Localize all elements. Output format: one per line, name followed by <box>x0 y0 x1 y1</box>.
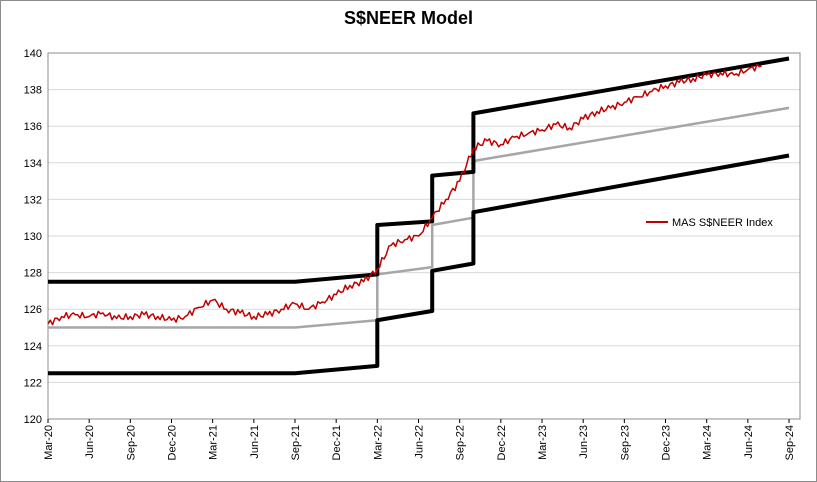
chart-title: S$NEER Model <box>343 8 474 28</box>
x-tick-label: Mar-23 <box>537 425 549 460</box>
y-tick-label: 140 <box>24 48 42 60</box>
x-tick-label: Jun-20 <box>84 425 96 459</box>
y-tick-label: 128 <box>24 268 42 280</box>
x-axis: Mar-20 Jun-20 Sep-20 Dec-20 Mar-21 Jun-21 Sep-… <box>43 419 796 460</box>
x-tick-label: Jun-23 <box>578 425 590 459</box>
x-tick-label: Jun-21 <box>249 425 261 459</box>
x-tick-label: Dec-22 <box>496 425 508 460</box>
x-tick-label: Dec-20 <box>167 425 179 460</box>
legend: MAS S$NEER Index <box>646 217 773 229</box>
y-tick-label: 134 <box>24 158 42 170</box>
x-tick-label: Dec-23 <box>661 425 673 460</box>
x-tick-label: Jun-22 <box>414 425 426 459</box>
upper-band-line <box>48 56 790 284</box>
x-tick-label: Sep-22 <box>455 425 467 460</box>
x-tick-label: Sep-20 <box>125 425 137 460</box>
legend-label: MAS S$NEER Index <box>672 217 773 229</box>
y-tick-label: 126 <box>24 304 42 316</box>
x-tick-label: Mar-24 <box>702 425 714 460</box>
x-tick-label: Dec-21 <box>331 425 343 460</box>
gridlines <box>48 52 800 420</box>
y-axis: 120 122 124 126 128 130 132 134 136 138 140 <box>24 48 42 426</box>
mid-line <box>48 106 790 329</box>
x-tick-label: Sep-24 <box>784 425 796 460</box>
index-line <box>47 63 762 326</box>
x-tick-label: Mar-22 <box>372 425 384 460</box>
x-tick-label: Mar-21 <box>208 425 220 460</box>
y-tick-label: 138 <box>24 85 42 97</box>
lower-band-line <box>48 153 790 376</box>
x-tick-label: Mar-20 <box>43 425 55 460</box>
x-tick-label: Sep-21 <box>290 425 302 460</box>
x-tick-label: Sep-23 <box>619 425 631 460</box>
y-tick-label: 132 <box>24 194 42 206</box>
x-tick-label: Jun-24 <box>743 425 755 459</box>
y-tick-label: 130 <box>24 231 42 243</box>
y-tick-label: 122 <box>24 377 42 389</box>
plot-area <box>47 52 801 420</box>
series-layer <box>47 56 790 376</box>
y-tick-label: 136 <box>24 121 42 133</box>
y-tick-label: 120 <box>24 414 42 426</box>
y-tick-label: 124 <box>24 341 42 353</box>
